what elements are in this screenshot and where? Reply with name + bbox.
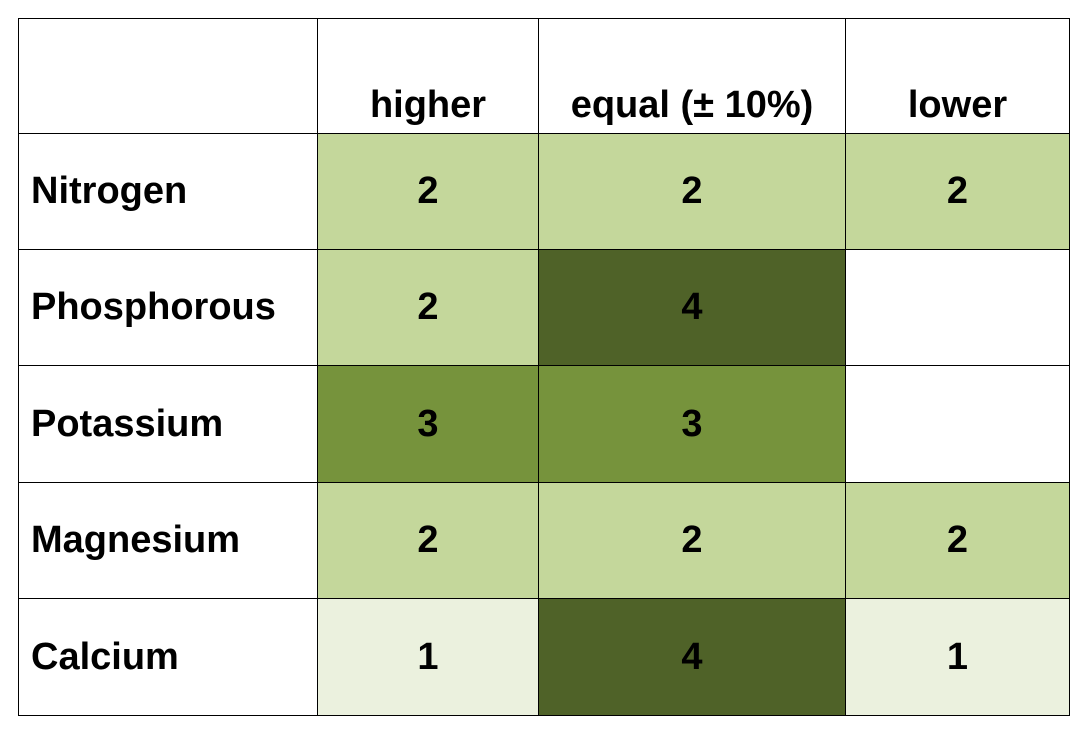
row-header: Nitrogen	[18, 134, 318, 250]
value-cell: 2	[846, 483, 1070, 599]
value-cell: 2	[318, 250, 539, 366]
corner-cell	[18, 18, 318, 134]
table: 1 4 1 Calcium 2 2 2 Magnesium 3 3 Potassium 4 2 Phosp…	[18, 18, 1070, 716]
value-cell: 2	[318, 483, 539, 599]
row-header: Magnesium	[18, 483, 318, 599]
column-header: equal (± 10%)	[539, 18, 846, 134]
column-header: higher	[318, 18, 539, 134]
value-cell: 1	[318, 599, 539, 716]
empty-cell	[846, 250, 1070, 366]
value-cell: 4	[539, 599, 846, 716]
column-header: lower	[846, 18, 1070, 134]
value-cell: 3	[318, 366, 539, 483]
value-cell: 3	[539, 366, 846, 483]
row-header: Calcium	[18, 599, 318, 716]
value-cell: 1	[846, 599, 1070, 716]
empty-cell	[846, 366, 1070, 483]
value-cell: 2	[539, 134, 846, 250]
row-header: Potassium	[18, 366, 318, 483]
value-cell: 4	[539, 250, 846, 366]
value-cell: 2	[846, 134, 1070, 250]
value-cell: 2	[539, 483, 846, 599]
value-cell: 2	[318, 134, 539, 250]
row-header: Phosphorous	[18, 250, 318, 366]
